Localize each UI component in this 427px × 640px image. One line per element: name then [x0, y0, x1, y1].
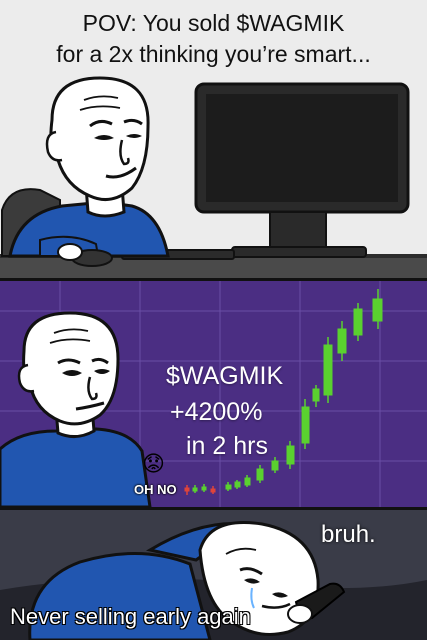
candle-down — [184, 485, 216, 495]
bottom-caption: Never selling early again — [10, 604, 251, 629]
panel-divider — [0, 278, 427, 281]
panel2-illustration — [0, 281, 427, 507]
candle-up — [192, 289, 383, 493]
oh-no-label: OH NO — [134, 482, 177, 497]
gain-label: +4200% — [170, 398, 263, 426]
panel3-illustration — [0, 520, 427, 640]
panel-sold-early: POV: You sold $WAGMIK for a 2x thinking … — [0, 0, 427, 278]
ticker-label: $WAGMIK — [166, 362, 284, 390]
bruh-label: bruh. — [321, 521, 376, 548]
panel1-illustration — [0, 76, 427, 278]
candlestick-chart — [184, 289, 383, 495]
top-caption-line1: POV: You sold $WAGMIK — [82, 10, 345, 36]
monitor-icon — [194, 82, 410, 258]
top-caption-line2: for a 2x thinking you’re smart... — [56, 41, 371, 67]
panel-divider — [0, 507, 427, 510]
shirt — [28, 551, 212, 640]
panel-price-pump: $WAGMIK +4200% in 2 hrs — [0, 281, 427, 507]
panel-regret — [0, 510, 427, 640]
timeframe-label: in 2 hrs — [186, 432, 268, 460]
wojak-smug-face-icon — [45, 76, 150, 202]
worried-face-emoji-icon: 😟 — [142, 451, 165, 476]
phone-icon — [287, 582, 346, 624]
wojak-surprised-face-icon — [17, 311, 120, 426]
shirt — [0, 427, 152, 507]
